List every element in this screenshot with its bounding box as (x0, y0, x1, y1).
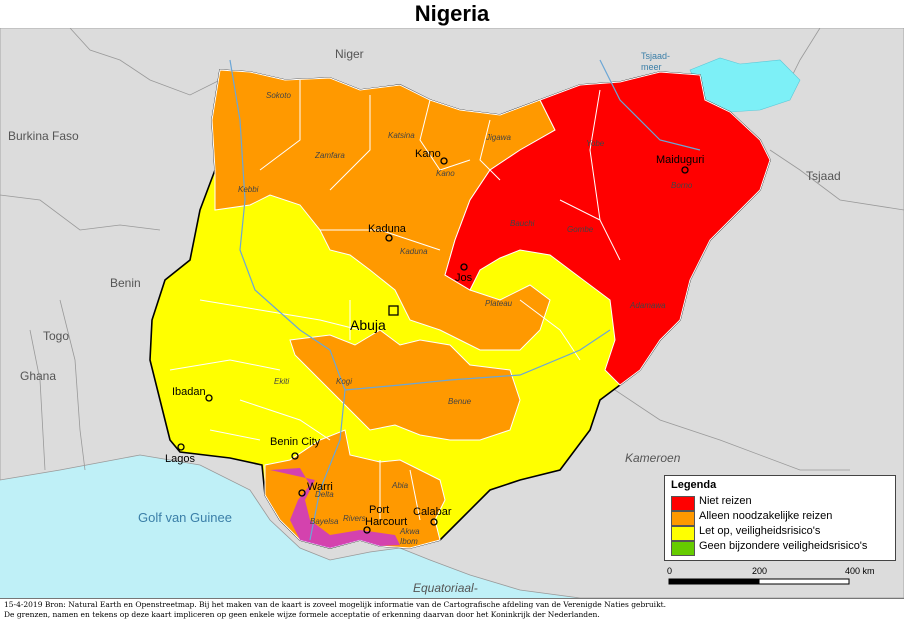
legend-swatch-orange (671, 511, 695, 526)
map-title: Nigeria (414, 1, 490, 26)
svg-text:meer: meer (641, 62, 662, 72)
state-borno: Borno (671, 181, 693, 190)
state-abia: Abia (391, 481, 409, 490)
rivers (229, 59, 701, 541)
marker-lagos (177, 443, 185, 451)
scale-label-200: 200 (752, 566, 768, 576)
state-jigawa: Jigawa (485, 133, 511, 142)
legend-title: Legenda (671, 479, 717, 491)
delta-hatch-zone (270, 468, 400, 548)
label-tsjaad: Tsjaad (806, 169, 841, 183)
legend-label: Niet reizen (699, 495, 752, 507)
state-kebbi: Kebbi (238, 185, 259, 194)
city-benin-city: Benin City (270, 436, 321, 448)
legend-swatch-green (671, 541, 695, 556)
marker-kaduna (385, 234, 393, 242)
city-kaduna: Kaduna (368, 223, 407, 235)
state-adamawa: Adamawa (629, 301, 666, 310)
region-orange-north (211, 69, 556, 351)
state-sokoto: Sokoto (266, 91, 291, 100)
marker-abuja (388, 305, 399, 316)
scale-bar-graphic (668, 578, 850, 585)
legend-label: Geen bijzondere veiligheidsrisico's (699, 540, 868, 552)
state-boundaries (169, 80, 621, 521)
city-markers (177, 157, 689, 534)
label-burkina: Burkina Faso (8, 129, 79, 143)
city-port-harcourt-2: Harcourt (365, 516, 407, 528)
label-niger: Niger (335, 47, 364, 61)
state-bayelsa: Bayelsa (310, 517, 339, 526)
state-plateau: Plateau (485, 299, 513, 308)
state-benue: Benue (448, 397, 472, 406)
state-bauchi: Bauchi (510, 219, 535, 228)
label-equatoriaal: Equatoriaal- (413, 581, 478, 595)
label-ghana: Ghana (20, 369, 56, 383)
scale-label-0: 0 (667, 566, 673, 576)
marker-warri (298, 489, 306, 497)
svg-text:Tsjaad-: Tsjaad- (641, 51, 670, 61)
state-katsina: Katsina (388, 131, 415, 140)
city-jos: Jos (455, 272, 473, 284)
marker-jos (460, 263, 468, 271)
state-kaduna: Kaduna (400, 247, 428, 256)
marker-port-harcourt (363, 526, 371, 534)
city-labels: Kano Maiduguri Kaduna Jos Abuja Ibadan B… (165, 148, 704, 528)
footer: 15-4-2019 Bron: Natural Earth en Openstr… (0, 598, 904, 621)
map-canvas: Niger Burkina Faso Benin Togo Ghana Tsja… (0, 28, 904, 598)
state-akwa-ibom-1: Akwa (399, 527, 420, 536)
label-benin: Benin (110, 276, 141, 290)
state-delta: Delta (315, 490, 334, 499)
marker-kano (440, 157, 448, 165)
state-ekiti: Ekiti (274, 377, 289, 386)
city-warri: Warri (307, 481, 333, 493)
city-ibadan: Ibadan (172, 386, 206, 398)
legend-swatch-yellow (671, 526, 695, 541)
region-red-northeast (444, 71, 771, 386)
state-rivers: Rivers (343, 514, 366, 523)
state-yobe: Yobe (586, 139, 605, 148)
label-golf-van-guinee: Golf van Guinee (138, 510, 232, 525)
state-kano: Kano (436, 169, 455, 178)
city-lagos: Lagos (165, 453, 195, 465)
legend: Legenda Niet reizen Alleen noodzakelijke… (664, 475, 896, 561)
city-maiduguri: Maiduguri (656, 154, 704, 166)
state-labels: Sokoto Katsina Jigawa Yobe Zamfara Kebbi… (238, 91, 693, 546)
city-kano: Kano (415, 148, 441, 160)
legend-label: Let op, veiligheidsrisico's (699, 525, 821, 537)
legend-swatch-red (671, 496, 695, 511)
marker-calabar (430, 518, 438, 526)
city-calabar: Calabar (413, 506, 452, 518)
neighbour-labels: Niger Burkina Faso Benin Togo Ghana Tsja… (8, 47, 841, 595)
label-togo: Togo (43, 329, 69, 343)
label-kameroen: Kameroen (625, 451, 681, 465)
marker-benin-city (291, 452, 299, 460)
footer-source: 15-4-2019 Bron: Natural Earth en Openstr… (4, 600, 667, 609)
state-gombe: Gombe (567, 225, 594, 234)
marker-maiduguri (681, 166, 689, 174)
footer-disclaimer: De grenzen, namen en tekens op deze kaar… (4, 610, 600, 619)
title-bar: Nigeria (0, 0, 904, 29)
city-port-harcourt-1: Port (369, 504, 389, 516)
scale-label-400: 400 km (845, 566, 875, 576)
scale-bar: 0 200 400 km (664, 566, 894, 596)
state-akwa-ibom-2: Ibom (400, 537, 418, 546)
label-tsjaadmeer: Tsjaad- meer (641, 51, 670, 72)
city-abuja: Abuja (350, 317, 386, 333)
state-zamfara: Zamfara (314, 151, 345, 160)
marker-ibadan (205, 394, 213, 402)
state-kogi: Kogi (336, 377, 352, 386)
legend-label: Alleen noodzakelijke reizen (699, 510, 833, 522)
